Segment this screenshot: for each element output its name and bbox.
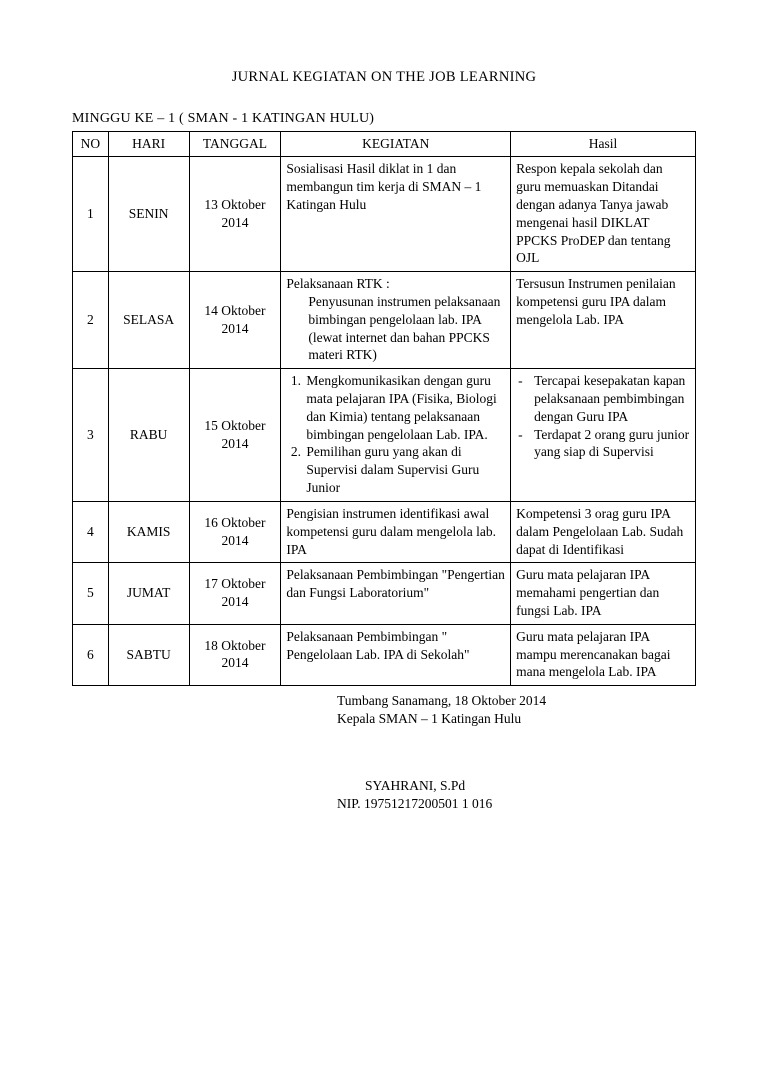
- col-header-tanggal: TANGGAL: [189, 132, 281, 157]
- signature-nip: NIP. 19751217200501 1 016: [337, 795, 696, 813]
- list-item: Terdapat 2 orang guru junior yang siap d…: [516, 426, 690, 462]
- cell-tanggal: 16 Oktober 2014: [189, 501, 281, 562]
- col-header-hasil: Hasil: [511, 132, 696, 157]
- cell-no: 5: [73, 563, 109, 624]
- cell-tanggal: 14 Oktober 2014: [189, 272, 281, 369]
- col-header-no: NO: [73, 132, 109, 157]
- subtitle: MINGGU KE – 1 ( SMAN - 1 KATINGAN HULU): [72, 110, 696, 129]
- table-row: 5 JUMAT 17 Oktober 2014 Pelaksanaan Pemb…: [73, 563, 696, 624]
- kegiatan-ordered-list: Mengkomunikasikan dengan guru mata pelaj…: [286, 372, 505, 497]
- signature-block: Tumbang Sanamang, 18 Oktober 2014 Kepala…: [72, 692, 696, 813]
- cell-hasil: Tercapai kesepakatan kapan pelaksanaan p…: [511, 369, 696, 502]
- cell-kegiatan: Sosialisasi Hasil diklat in 1 dan memban…: [281, 157, 511, 272]
- cell-hari: SABTU: [108, 624, 189, 685]
- cell-kegiatan: Pengisian instrumen identifikasi awal ko…: [281, 501, 511, 562]
- signature-place-date: Tumbang Sanamang, 18 Oktober 2014: [337, 692, 696, 710]
- table-row: 6 SABTU 18 Oktober 2014 Pelaksanaan Pemb…: [73, 624, 696, 685]
- col-header-kegiatan: KEGIATAN: [281, 132, 511, 157]
- cell-hasil: Guru mata pelajaran IPA mampu merencanak…: [511, 624, 696, 685]
- jurnal-table: NO HARI TANGGAL KEGIATAN Hasil 1 SENIN 1…: [72, 131, 696, 686]
- cell-hari: KAMIS: [108, 501, 189, 562]
- cell-hasil: Kompetensi 3 orag guru IPA dalam Pengelo…: [511, 501, 696, 562]
- cell-no: 4: [73, 501, 109, 562]
- hasil-dash-list: Tercapai kesepakatan kapan pelaksanaan p…: [516, 372, 690, 461]
- cell-hasil: Respon kepala sekolah dan guru memuaskan…: [511, 157, 696, 272]
- cell-no: 6: [73, 624, 109, 685]
- cell-no: 1: [73, 157, 109, 272]
- cell-hari: RABU: [108, 369, 189, 502]
- col-header-hari: HARI: [108, 132, 189, 157]
- kegiatan-lead: Pelaksanaan RTK :: [286, 275, 505, 293]
- signature-role: Kepala SMAN – 1 Katingan Hulu: [337, 710, 696, 728]
- table-header-row: NO HARI TANGGAL KEGIATAN Hasil: [73, 132, 696, 157]
- table-row: 4 KAMIS 16 Oktober 2014 Pengisian instru…: [73, 501, 696, 562]
- page-title: JURNAL KEGIATAN ON THE JOB LEARNING: [72, 68, 696, 88]
- cell-no: 2: [73, 272, 109, 369]
- cell-hasil: Guru mata pelajaran IPA memahami pengert…: [511, 563, 696, 624]
- cell-kegiatan: Pelaksanaan Pembimbingan "Pengertian dan…: [281, 563, 511, 624]
- list-item: Tercapai kesepakatan kapan pelaksanaan p…: [516, 372, 690, 425]
- signature-name: SYAHRANI, S.Pd: [337, 777, 696, 795]
- cell-tanggal: 13 Oktober 2014: [189, 157, 281, 272]
- cell-hari: JUMAT: [108, 563, 189, 624]
- cell-hari: SENIN: [108, 157, 189, 272]
- cell-tanggal: 17 Oktober 2014: [189, 563, 281, 624]
- cell-no: 3: [73, 369, 109, 502]
- cell-kegiatan: Pelaksanaan RTK : Penyusunan instrumen p…: [281, 272, 511, 369]
- cell-tanggal: 15 Oktober 2014: [189, 369, 281, 502]
- cell-kegiatan: Mengkomunikasikan dengan guru mata pelaj…: [281, 369, 511, 502]
- cell-tanggal: 18 Oktober 2014: [189, 624, 281, 685]
- list-item: Pemilihan guru yang akan di Supervisi da…: [304, 443, 505, 496]
- table-row: 1 SENIN 13 Oktober 2014 Sosialisasi Hasi…: [73, 157, 696, 272]
- cell-hari: SELASA: [108, 272, 189, 369]
- table-row: 2 SELASA 14 Oktober 2014 Pelaksanaan RTK…: [73, 272, 696, 369]
- kegiatan-indent: Penyusunan instrumen pelaksanaan bimbing…: [286, 293, 505, 364]
- list-item: Mengkomunikasikan dengan guru mata pelaj…: [304, 372, 505, 443]
- cell-kegiatan: Pelaksanaan Pembimbingan " Pengelolaan L…: [281, 624, 511, 685]
- table-row: 3 RABU 15 Oktober 2014 Mengkomunikasikan…: [73, 369, 696, 502]
- cell-hasil: Tersusun Instrumen penilaian kompetensi …: [511, 272, 696, 369]
